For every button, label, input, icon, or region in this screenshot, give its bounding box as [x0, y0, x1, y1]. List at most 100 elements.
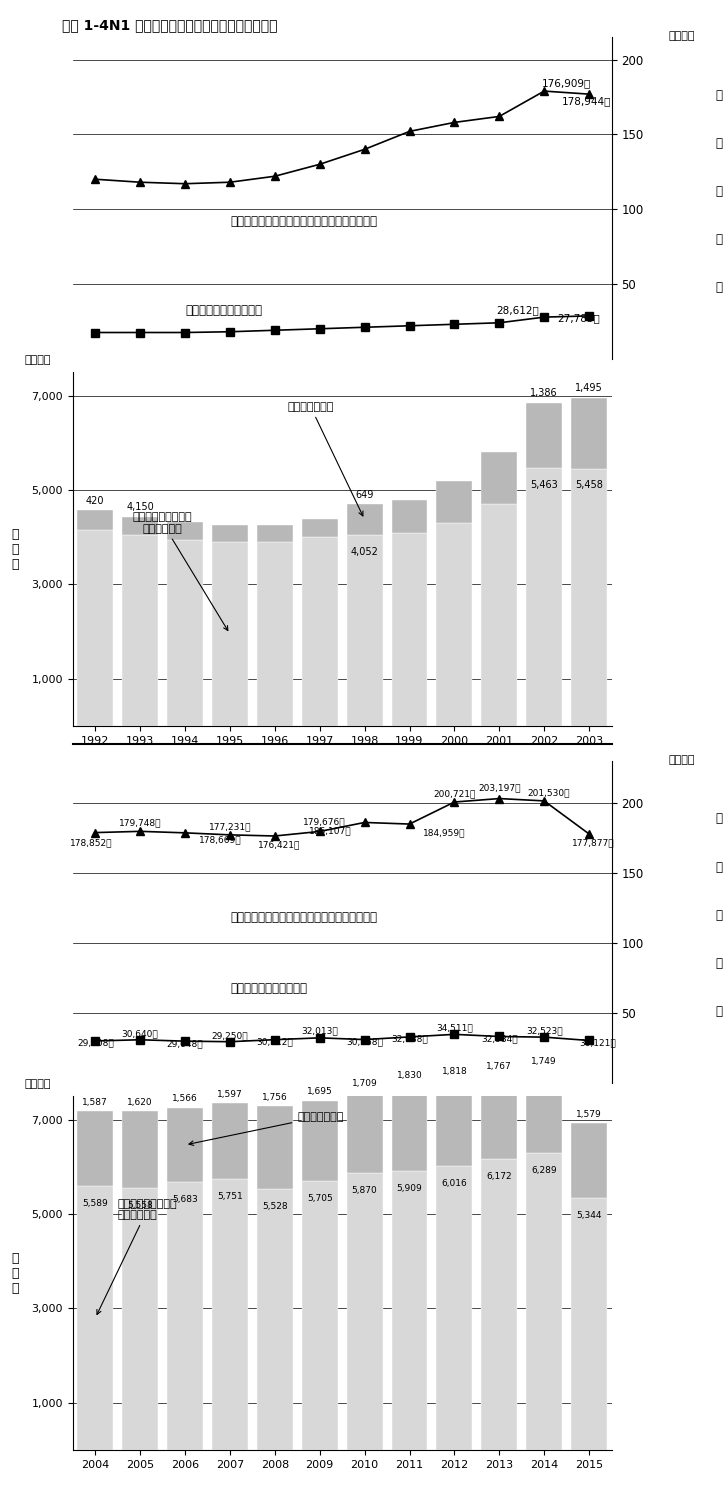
Text: 203,197人: 203,197人: [478, 784, 521, 793]
Bar: [257, 525, 293, 541]
Bar: [437, 480, 472, 523]
Bar: [122, 1111, 158, 1188]
Bar: [167, 522, 203, 540]
Bar: [347, 1093, 383, 1173]
Text: 1,818: 1,818: [441, 1066, 467, 1075]
Bar: [437, 1081, 472, 1166]
Bar: [392, 532, 427, 726]
Text: 176,421人: 176,421人: [258, 840, 301, 849]
Text: 32,523人: 32,523人: [526, 1026, 563, 1035]
Text: 1,756: 1,756: [262, 1093, 288, 1102]
Bar: [526, 403, 562, 468]
Text: （か所）: （か所）: [24, 355, 51, 366]
Text: 200,721人: 200,721人: [433, 790, 475, 799]
Bar: [167, 1108, 203, 1182]
Text: 29,648人: 29,648人: [167, 1039, 203, 1048]
Bar: [212, 541, 248, 726]
Text: 1,695: 1,695: [306, 1087, 333, 1096]
Text: （か所）: （か所）: [24, 1080, 51, 1088]
Text: 童: 童: [716, 958, 723, 970]
Bar: [437, 523, 472, 726]
Bar: [347, 1173, 383, 1450]
Text: 6,172: 6,172: [486, 1172, 512, 1181]
Text: 178,944人: 178,944人: [562, 97, 612, 107]
Text: 186,107人: 186,107人: [309, 827, 351, 836]
Text: ベビーホテル入所児童数: ベビーホテル入所児童数: [185, 305, 262, 317]
Text: 認可外保育施設入所児童数（含ベビーホテル）: 認可外保育施設入所児童数（含ベビーホテル）: [230, 912, 377, 923]
Text: 認可外保育施設入所児童数（含ベビーホテル）: 認可外保育施設入所児童数（含ベビーホテル）: [230, 214, 377, 228]
Text: 5,558: 5,558: [127, 1201, 153, 1210]
Text: 178,669人: 178,669人: [199, 836, 241, 845]
Text: 29,250人: 29,250人: [212, 1030, 248, 1041]
Text: 29,808人: 29,808人: [77, 1039, 114, 1048]
Text: 図表 1-4N1 ベビーホテル・認可外保育施設の状況: 図表 1-4N1 ベビーホテル・認可外保育施設の状況: [62, 18, 277, 31]
Bar: [167, 1182, 203, 1450]
Text: 1,386: 1,386: [531, 388, 558, 399]
Text: 入: 入: [716, 89, 723, 101]
Bar: [301, 1100, 338, 1181]
Text: 所: 所: [716, 137, 723, 150]
Text: 32,984人: 32,984人: [481, 1035, 518, 1044]
Bar: [212, 1103, 248, 1179]
Text: 5,458: 5,458: [575, 480, 603, 491]
Text: 6,016: 6,016: [441, 1179, 467, 1188]
Text: 1,495: 1,495: [575, 384, 603, 394]
Text: 児: 児: [716, 909, 723, 922]
Text: 5,751: 5,751: [217, 1193, 243, 1201]
Y-axis label: （千人）: （千人）: [668, 31, 695, 40]
Text: 30,768人: 30,768人: [347, 1038, 383, 1047]
Bar: [212, 525, 248, 541]
Y-axis label: （千人）: （千人）: [668, 755, 695, 764]
Bar: [77, 510, 114, 531]
Y-axis label: 施
設
数: 施 設 数: [11, 1252, 18, 1295]
Text: 5,463: 5,463: [530, 480, 558, 491]
Bar: [77, 1111, 114, 1187]
Bar: [481, 1158, 518, 1450]
Text: 420: 420: [86, 495, 105, 506]
Text: 児: 児: [716, 184, 723, 198]
Text: 5,528: 5,528: [262, 1203, 288, 1212]
Bar: [301, 1181, 338, 1450]
Bar: [392, 500, 427, 532]
Text: 6,289: 6,289: [531, 1166, 557, 1176]
Bar: [571, 399, 607, 468]
Bar: [347, 535, 383, 726]
Bar: [481, 452, 518, 504]
Bar: [481, 1075, 518, 1158]
Text: 1,767: 1,767: [486, 1062, 513, 1071]
Bar: [167, 540, 203, 726]
Text: 5,683: 5,683: [172, 1196, 198, 1204]
Text: ベビーホテル以外の
認可保育施設: ベビーホテル以外の 認可保育施設: [132, 513, 228, 630]
Text: 童: 童: [716, 233, 723, 247]
Text: 5,344: 5,344: [577, 1210, 602, 1219]
Bar: [392, 1086, 427, 1172]
Text: 177,231人: 177,231人: [209, 822, 251, 831]
Bar: [122, 1188, 158, 1450]
Text: 1,709: 1,709: [352, 1078, 378, 1087]
Text: ベビーホテル数: ベビーホテル数: [189, 1112, 344, 1145]
Text: 1,566: 1,566: [172, 1094, 198, 1103]
Text: ベビーホテル入所児童数: ベビーホテル入所児童数: [230, 983, 307, 995]
Bar: [122, 516, 158, 535]
Text: 5,705: 5,705: [306, 1194, 333, 1203]
Text: 4,150: 4,150: [126, 501, 154, 512]
Text: 数: 数: [716, 1005, 723, 1019]
Text: ベビーホテル数: ベビーホテル数: [288, 401, 363, 516]
Text: 176,909人: 176,909人: [542, 79, 591, 89]
Bar: [77, 1187, 114, 1450]
Text: 1,579: 1,579: [576, 1109, 602, 1118]
Text: 179,748人: 179,748人: [119, 819, 162, 828]
Bar: [347, 504, 383, 535]
Text: 30,712人: 30,712人: [256, 1038, 293, 1047]
Bar: [257, 541, 293, 726]
Text: 1,597: 1,597: [217, 1090, 243, 1099]
Bar: [77, 531, 114, 726]
Text: 30,121人: 30,121人: [579, 1038, 617, 1047]
Bar: [257, 1106, 293, 1190]
Bar: [526, 1154, 562, 1450]
Text: 1,620: 1,620: [127, 1097, 153, 1106]
Text: 所: 所: [716, 861, 723, 874]
Text: ベビーホテル以外の
認可保育施設: ベビーホテル以外の 認可保育施設: [97, 1199, 178, 1315]
Text: 27,785人: 27,785人: [558, 314, 601, 324]
Text: 30,640人: 30,640人: [122, 1029, 159, 1038]
